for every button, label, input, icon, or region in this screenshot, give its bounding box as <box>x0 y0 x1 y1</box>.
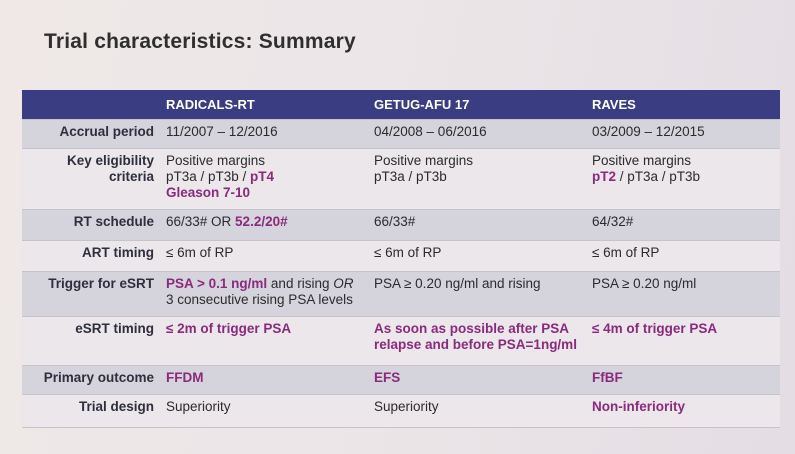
cell-radicals: Positive margins pT3a / pT3b / pT4 Gleas… <box>160 148 368 210</box>
cell-text: and rising <box>267 276 334 291</box>
row-label: Primary outcome <box>22 365 160 395</box>
cell-line: pT3a / pT3b / pT4 <box>166 169 362 185</box>
cell-raves: 64/32# <box>586 209 780 241</box>
row-art-timing: ART timing ≤ 6m of RP ≤ 6m of RP ≤ 6m of… <box>22 240 780 272</box>
row-accrual-period: Accrual period 11/2007 – 12/2016 04/2008… <box>22 119 780 149</box>
highlight-text: pT4 <box>250 169 275 184</box>
cell-raves: 03/2009 – 12/2015 <box>586 119 780 149</box>
cell-getug: 66/33# <box>368 209 586 241</box>
cell-getug: EFS <box>368 365 586 395</box>
cell-radicals: PSA > 0.1 ng/ml and rising OR 3 consecut… <box>160 271 368 317</box>
row-rt-schedule: RT schedule 66/33# OR 52.2/20# 66/33# 64… <box>22 209 780 241</box>
cell-raves: Non-inferiority <box>586 394 780 428</box>
cell-getug: 04/2008 – 06/2016 <box>368 119 586 149</box>
row-label-line: Key eligibility <box>66 153 154 168</box>
cell-text: / pT3a / pT3b <box>616 169 701 184</box>
row-label: Key eligibility criteria <box>22 148 160 210</box>
cell-radicals: ≤ 2m of trigger PSA <box>160 316 368 366</box>
highlight-text: pT2 <box>592 169 617 184</box>
cell-radicals: FFDM <box>160 365 368 395</box>
cell-getug: Positive margins pT3a / pT3b <box>368 148 586 210</box>
cell-line: Positive margins <box>374 153 474 168</box>
cell-raves: Positive margins pT2 / pT3a / pT3b <box>586 148 780 210</box>
row-trial-design: Trial design Superiority Superiority Non… <box>22 394 780 428</box>
cell-raves: ≤ 4m of trigger PSA <box>586 316 780 366</box>
row-key-eligibility: Key eligibility criteria Positive margin… <box>22 148 780 210</box>
row-esrt-timing: eSRT timing ≤ 2m of trigger PSA As soon … <box>22 316 780 366</box>
cell-raves: PSA ≥ 0.20 ng/ml <box>586 271 780 317</box>
cell-line: pT2 / pT3a / pT3b <box>592 169 774 185</box>
cell-radicals: ≤ 6m of RP <box>160 240 368 272</box>
cell-raves: ≤ 6m of RP <box>586 240 780 272</box>
cell-getug: ≤ 6m of RP <box>368 240 586 272</box>
trial-summary-table: RADICALS-RT GETUG-AFU 17 RAVES Accrual p… <box>22 90 780 428</box>
header-empty <box>22 90 160 120</box>
cell-getug: PSA ≥ 0.20 ng/ml and rising <box>368 271 586 317</box>
cell-radicals: 66/33# OR 52.2/20# <box>160 209 368 241</box>
cell-text: 66/33# OR <box>166 214 236 229</box>
cell-raves: FfBF <box>586 365 780 395</box>
cell-getug: Superiority <box>368 394 586 428</box>
cell-radicals: Superiority <box>160 394 368 428</box>
cell-line: 3 consecutive rising PSA levels <box>166 292 353 307</box>
cell-line: relapse and before PSA=1ng/ml <box>374 337 577 352</box>
cell-text: pT3a / pT3b / <box>166 169 251 184</box>
cell-line: Positive margins <box>166 153 266 168</box>
cell-line: pT3a / pT3b <box>374 169 447 184</box>
highlight-text: 52.2/20# <box>235 214 288 229</box>
cell-getug: As soon as possible after PSA relapse an… <box>368 316 586 366</box>
header-radicals-rt: RADICALS-RT <box>160 90 368 120</box>
cell-line: PSA > 0.1 ng/ml and rising OR <box>166 276 362 292</box>
row-trigger-esrt: Trigger for eSRT PSA > 0.1 ng/ml and ris… <box>22 271 780 317</box>
header-raves: RAVES <box>586 90 780 120</box>
row-label: RT schedule <box>22 209 160 241</box>
highlight-text: PSA > 0.1 ng/ml <box>166 276 268 291</box>
cell-line: Positive margins <box>592 153 692 168</box>
header-getug-afu-17: GETUG-AFU 17 <box>368 90 586 120</box>
row-label: Trigger for eSRT <box>22 271 160 317</box>
highlight-text: Gleason 7-10 <box>166 185 251 200</box>
cell-text-italic: OR <box>333 276 354 291</box>
table-header-row: RADICALS-RT GETUG-AFU 17 RAVES <box>22 90 780 120</box>
row-label-line: criteria <box>108 169 154 184</box>
row-label: Accrual period <box>22 119 160 149</box>
cell-radicals: 11/2007 – 12/2016 <box>160 119 368 149</box>
slide-title: Trial characteristics: Summary <box>44 30 356 53</box>
row-primary-outcome: Primary outcome FFDM EFS FfBF <box>22 365 780 395</box>
row-label: Trial design <box>22 394 160 428</box>
row-label: ART timing <box>22 240 160 272</box>
row-label: eSRT timing <box>22 316 160 366</box>
cell-line: As soon as possible after PSA <box>374 321 570 336</box>
